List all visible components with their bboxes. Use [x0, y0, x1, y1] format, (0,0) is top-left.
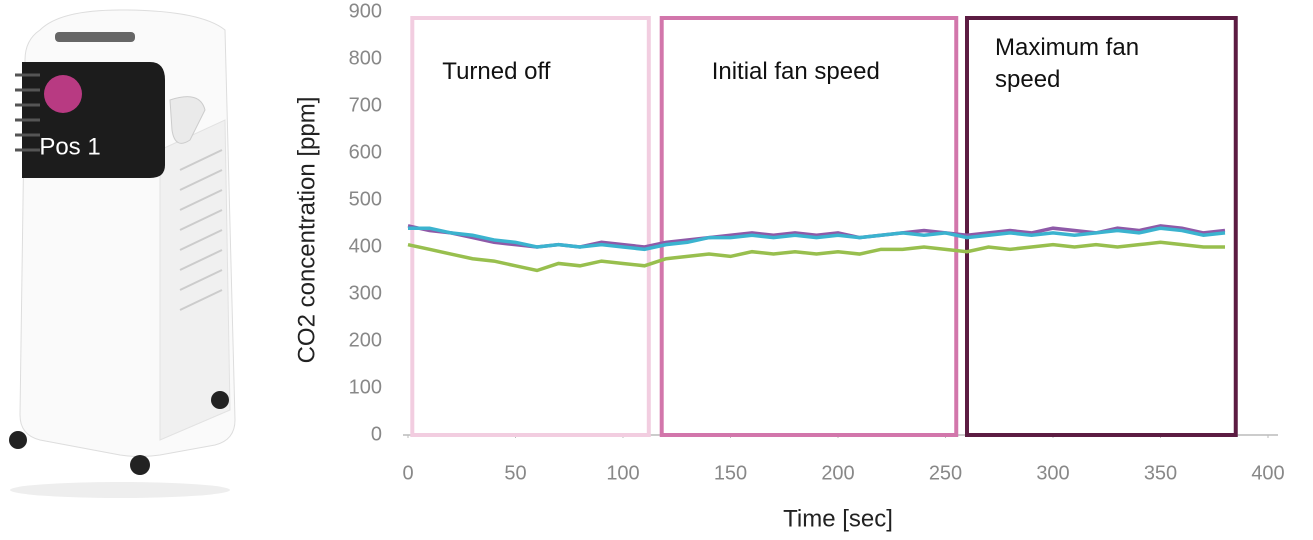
- y-axis-label: CO2 concentration [ppm]: [293, 97, 320, 364]
- region-box: [659, 16, 959, 437]
- image-label: Pos 1: [39, 133, 100, 160]
- y-tick-label: 200: [349, 329, 382, 351]
- region-box: [965, 16, 1238, 437]
- y-tick-label: 800: [349, 47, 382, 69]
- data-line: [408, 226, 1226, 252]
- data-line: [407, 240, 1225, 273]
- y-tick-label: 700: [349, 94, 382, 116]
- x-tick-label: 200: [821, 462, 854, 484]
- y-tick-label: 500: [349, 188, 382, 210]
- x-tick-label: 0: [402, 462, 413, 484]
- x-tick-label: 300: [1036, 462, 1069, 484]
- x-tick-label: 150: [714, 462, 747, 484]
- y-tick-label: 100: [349, 376, 382, 398]
- region-label: Turned off: [442, 58, 551, 85]
- region-label: Initial fan speed: [711, 58, 880, 85]
- x-axis-label: Time [sec]: [783, 505, 893, 532]
- y-tick-label: 300: [349, 282, 382, 304]
- region-label: Maximum fan speed: [995, 34, 1140, 93]
- y-tick-label: 900: [349, 0, 382, 22]
- y-tick-label: 400: [349, 235, 382, 257]
- x-tick-label: 350: [1144, 462, 1177, 484]
- x-tick-label: 100: [606, 462, 639, 484]
- x-tick-label: 400: [1251, 462, 1284, 484]
- air-cooler-image: [9, 9, 236, 498]
- x-tick-label: 250: [929, 462, 962, 484]
- y-tick-label: 600: [349, 141, 382, 163]
- x-tick-label: 50: [504, 462, 526, 484]
- y-tick-label: 0: [371, 423, 382, 445]
